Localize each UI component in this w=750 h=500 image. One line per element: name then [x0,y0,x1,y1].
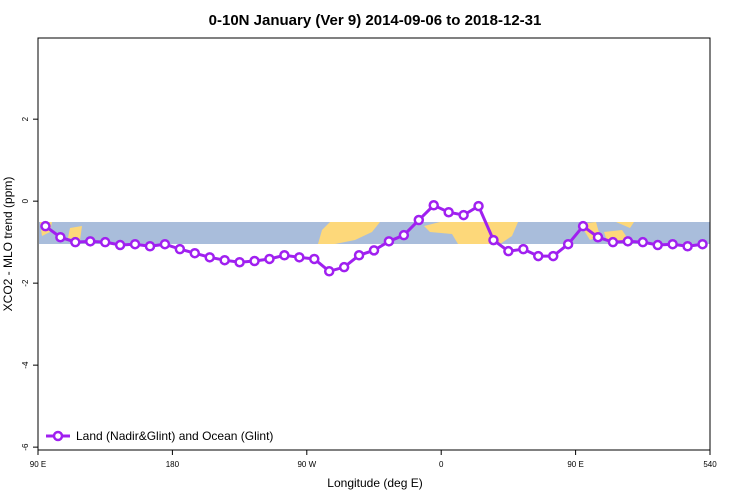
point [607,236,619,248]
x-tick-label: 180 [166,460,180,469]
x-tick-label: 90 E [567,460,583,469]
land [318,222,380,244]
map-band [39,222,710,244]
chart-title: 0-10N January (Ver 9) 2014-09-06 to 2018… [209,12,542,29]
point [309,253,320,265]
point [458,209,469,221]
x-tick-label: 90 E [30,460,46,469]
point [264,253,275,265]
point [697,238,708,250]
ocean-band [39,222,710,244]
point [368,245,380,256]
point [294,252,305,263]
y-axis-label: XCO2 - MLO trend (ppm) [1,177,15,312]
point [413,214,425,226]
point [99,236,111,248]
point [159,238,171,250]
point [682,241,693,252]
point [592,231,604,243]
point [488,234,499,246]
point [577,220,589,232]
y-tick-label: 0 [21,198,30,203]
point [667,238,678,250]
point [189,247,201,259]
point [204,252,215,263]
point [249,255,260,267]
point [473,200,484,212]
y-tick-label: -2 [21,279,30,287]
point [637,236,649,248]
x-axis-label: Longitude (deg E) [327,476,422,490]
plot-frame [37,37,711,451]
point [144,241,156,252]
point [622,236,634,247]
point [518,243,529,255]
point [323,266,335,277]
point [129,238,141,250]
point [443,206,454,218]
y-tick-label: -4 [21,361,30,369]
point [547,250,559,262]
point [219,254,230,266]
point [562,238,574,250]
point [428,200,439,211]
point [70,236,81,248]
y-tick-label: -6 [21,443,30,451]
point [353,250,365,261]
point [533,250,544,262]
point [383,236,395,247]
legend-marker [52,430,64,442]
point [40,220,51,232]
x-tick-label: 90 W [297,460,316,469]
x-tick-label: 540 [703,460,717,469]
point [85,236,96,247]
x-tick-label: 0 [439,460,444,469]
point [279,250,290,261]
point [338,261,350,273]
y-tick-label: 2 [21,116,30,121]
point [114,239,126,251]
legend-label: Land (Nadir&Glint) and Ocean (Glint) [76,429,273,443]
point [503,245,514,257]
point [55,231,66,243]
point [398,229,410,241]
point [234,256,245,268]
point [174,243,186,255]
point [652,239,663,251]
